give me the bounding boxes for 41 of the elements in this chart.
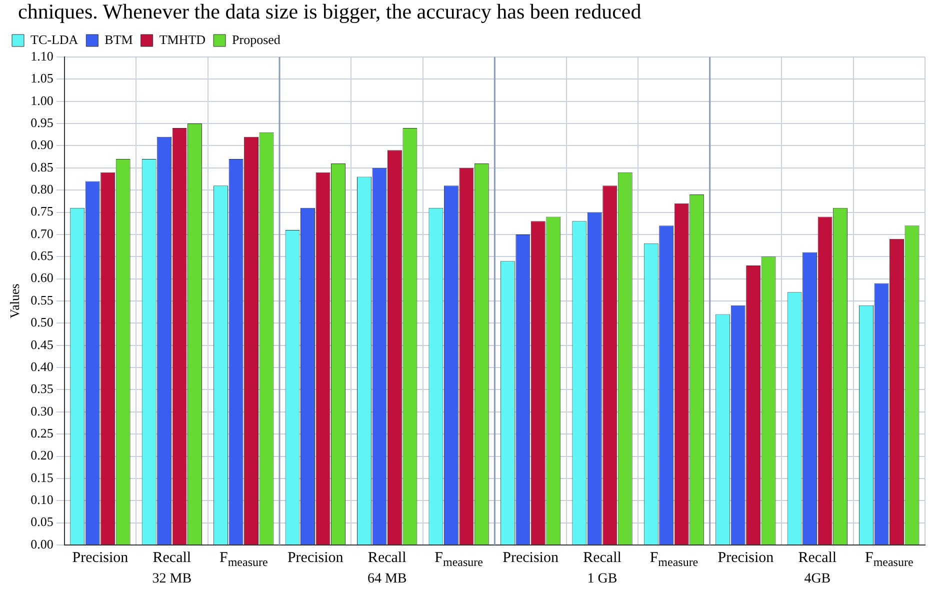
x-tick-label: Precision (72, 550, 129, 566)
y-tick-label: 0.45 (30, 336, 54, 352)
y-tick-label: 0.25 (30, 426, 54, 441)
y-tick-label: 0.10 (30, 492, 54, 508)
legend-label: BTM (104, 32, 134, 47)
y-tick-label: 0.20 (30, 448, 54, 463)
x-tick-label: Recall (583, 550, 622, 566)
y-tick-label: 0.65 (30, 248, 54, 264)
legend-label: TMHTD (159, 32, 206, 47)
text: 64 MB (367, 572, 407, 587)
text: 4GB (804, 572, 831, 587)
y-tick-label: 0.40 (30, 358, 54, 374)
y-tick-label: 0.75 (30, 204, 54, 219)
text: 1 GB (587, 572, 618, 587)
y-tick-label: 0.00 (30, 536, 54, 552)
x-tick-label: Recall (368, 550, 406, 566)
y-tick-label: 1.10 (30, 48, 54, 64)
text: chniques. Whenever the data size is bigger, the accuracy has been reduced (18, 0, 642, 24)
y-tick-label: 0.80 (30, 182, 54, 197)
x-tick-label: Recall (152, 550, 192, 566)
y-tick-label: 1.00 (30, 92, 54, 108)
y-tick-label: 1.05 (30, 70, 54, 86)
y-tick-label: 0.05 (30, 514, 54, 530)
y-tick-label: 0.15 (30, 470, 54, 485)
y-axis-title: Values (7, 284, 22, 318)
y-tick-label: 0.50 (30, 314, 54, 330)
x-tick-label: Precision (287, 550, 344, 566)
y-tick-label: 0.70 (30, 226, 54, 241)
y-tick-label: 0.95 (30, 114, 54, 130)
x-tick-label: Recall (798, 550, 837, 566)
x-tick-label: Precision (502, 550, 559, 566)
legend-label: TC-LDA (30, 32, 79, 47)
text: 32 MB (152, 572, 192, 587)
y-tick-label: 0.35 (30, 381, 54, 396)
y-tick-label: 0.55 (30, 292, 54, 308)
y-tick-label: 0.60 (30, 270, 54, 286)
y-tick-label: 0.85 (30, 159, 54, 174)
y-tick-label: 0.30 (30, 403, 54, 418)
y-tick-label: 0.90 (30, 137, 54, 152)
legend-label: Proposed (232, 32, 281, 47)
x-tick-label: Precision (718, 550, 774, 566)
